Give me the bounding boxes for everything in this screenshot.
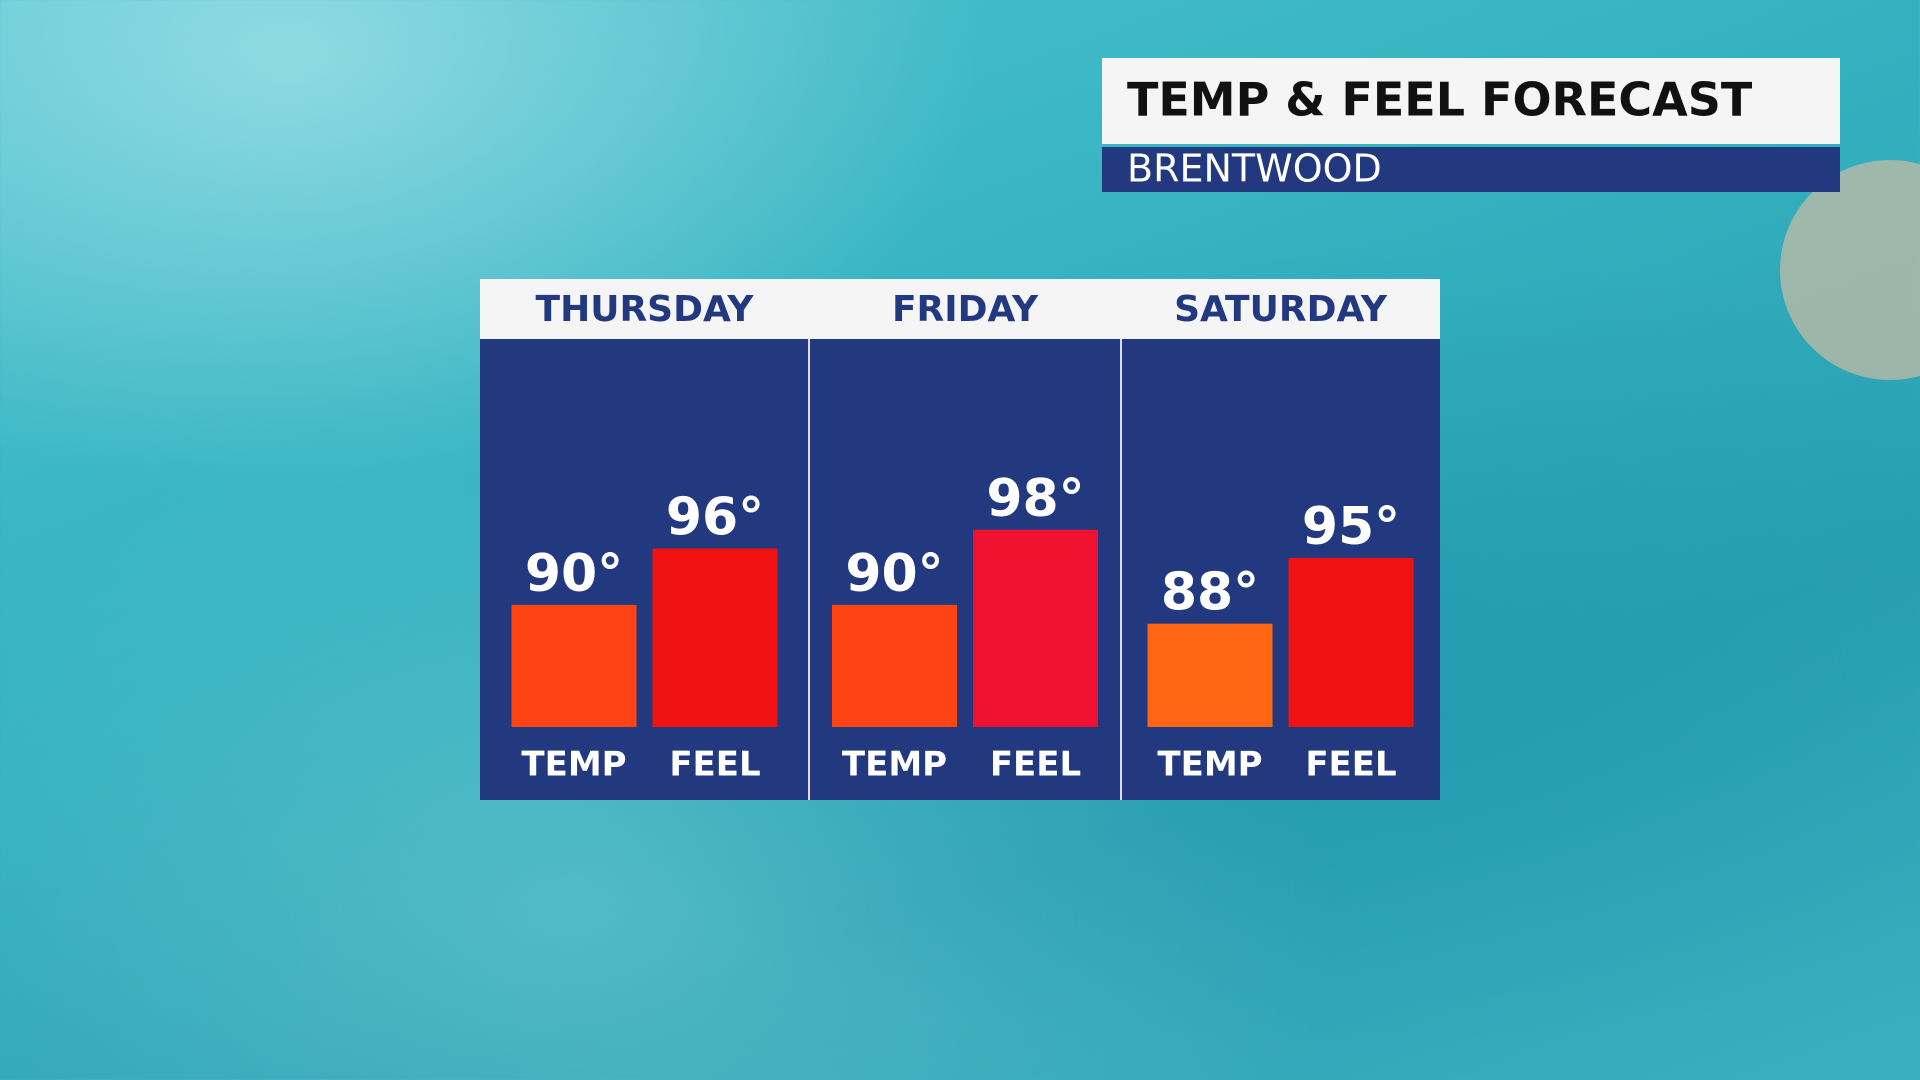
value-label: 98° <box>986 469 1084 529</box>
value-label: 90° <box>845 544 943 604</box>
series-label: FEEL <box>990 745 1081 785</box>
bar <box>832 604 957 727</box>
bar <box>652 548 778 727</box>
panel <box>480 279 1440 800</box>
series-label: FEEL <box>1305 745 1396 785</box>
title-box <box>1102 58 1840 144</box>
subtitle: BRENTWOOD <box>1127 147 1382 191</box>
bar <box>973 529 1098 727</box>
value-label: 96° <box>666 488 764 548</box>
day-label: FRIDAY <box>892 289 1039 330</box>
series-label: TEMP <box>521 745 626 785</box>
panel-header <box>480 279 1440 339</box>
series-label: FEEL <box>669 745 760 785</box>
day-label: THURSDAY <box>536 289 755 330</box>
bar <box>511 604 637 727</box>
series-label: TEMP <box>842 745 947 785</box>
title: TEMP & FEEL FORECAST <box>1127 73 1753 127</box>
bar <box>1147 623 1273 727</box>
subtitle-box <box>1102 147 1840 192</box>
pool-ball <box>1780 160 1920 380</box>
day-label: SATURDAY <box>1174 289 1388 330</box>
value-label: 90° <box>525 544 623 604</box>
series-label: TEMP <box>1157 745 1262 785</box>
value-label: 88° <box>1161 563 1259 623</box>
bar <box>1288 557 1414 727</box>
value-label: 95° <box>1302 497 1400 557</box>
